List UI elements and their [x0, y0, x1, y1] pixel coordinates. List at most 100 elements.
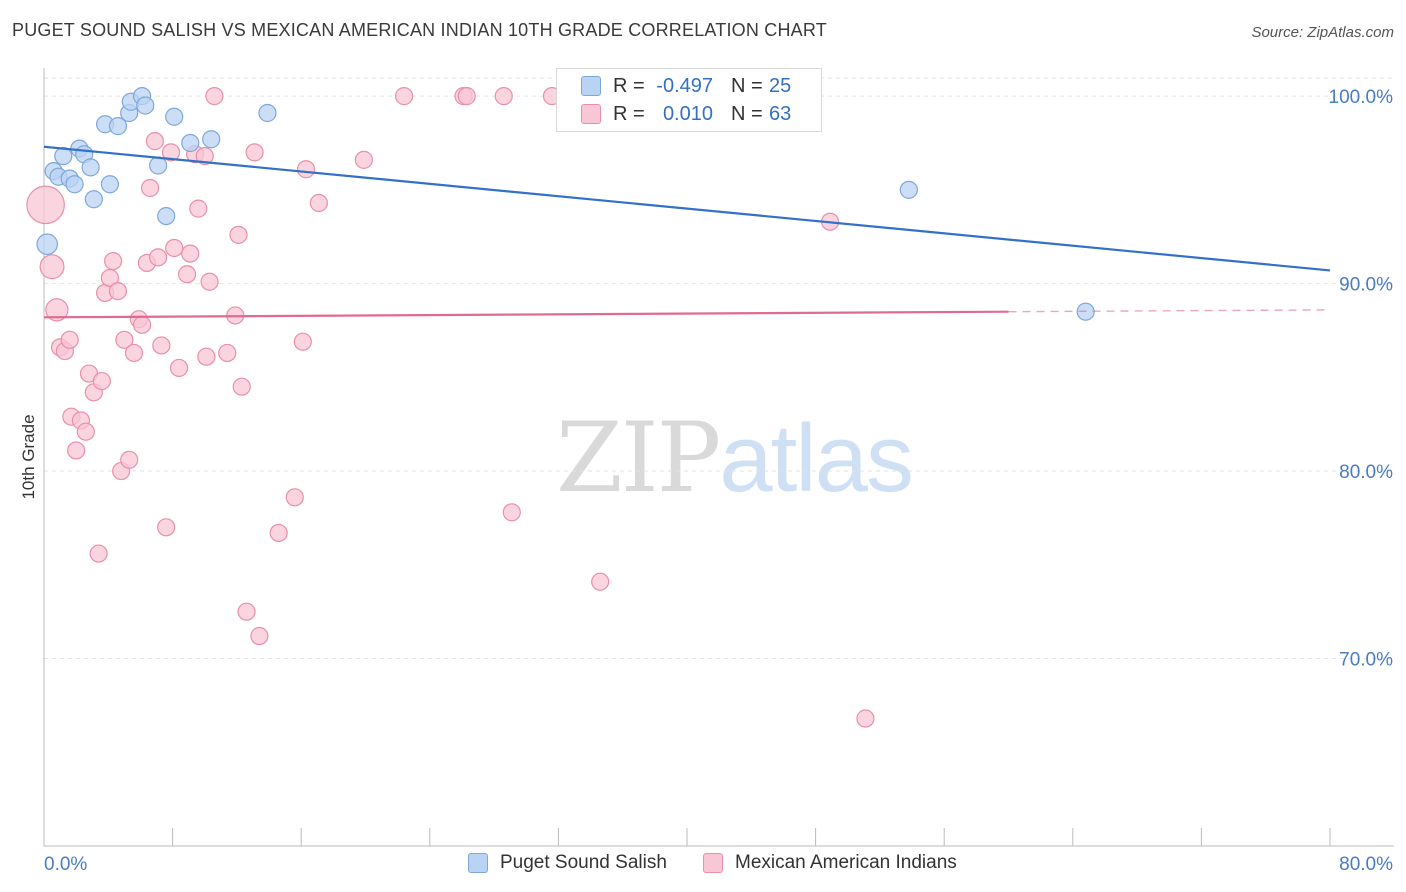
legend-label-salish: Puget Sound Salish [500, 852, 667, 873]
legend-r-label: R = [613, 74, 645, 97]
point-salish [84, 190, 103, 209]
point-salish [258, 103, 277, 123]
point-mexican [309, 193, 328, 213]
point-mexican [205, 87, 224, 106]
point-salish [202, 130, 221, 149]
legend-swatch-blue [468, 853, 488, 873]
point-salish [181, 133, 200, 153]
y-tick-label: 100.0% [1329, 87, 1394, 108]
point-mexican [457, 87, 476, 106]
point-salish [36, 233, 59, 256]
legend-row-mexican: R = 0.010 N = 63 [581, 101, 791, 127]
point-mexican [76, 422, 95, 441]
legend-label-mexican: Mexican American Indians [735, 852, 957, 873]
point-mexican [269, 523, 288, 543]
trend-line-extension-mexican [1008, 309, 1331, 313]
trend-lines [43, 145, 1331, 319]
axes [43, 68, 1394, 847]
point-mexican [108, 281, 128, 301]
point-mexican [132, 315, 152, 334]
point-salish [136, 96, 155, 115]
point-mexican [157, 518, 176, 537]
point-mexican [229, 225, 248, 244]
point-mexican [237, 602, 256, 621]
point-salish [65, 175, 84, 194]
legend-item-mexican[interactable]: Mexican American Indians [703, 852, 957, 874]
x-tick-label: 80.0% [1339, 854, 1393, 875]
point-mexican [189, 199, 208, 218]
point-mexican [60, 330, 79, 349]
series-legend: Puget Sound Salish Mexican American Indi… [0, 852, 1406, 878]
point-mexican [197, 347, 216, 366]
trend-line-mexican [43, 310, 1009, 319]
point-mexican [195, 147, 214, 166]
point-mexican [39, 254, 65, 280]
x-tick-label: 0.0% [44, 854, 87, 875]
point-mexican [89, 544, 108, 563]
point-mexican [250, 626, 269, 646]
point-mexican [591, 572, 610, 591]
point-mexican [92, 371, 111, 391]
legend-n-value: 25 [769, 74, 792, 97]
y-axis-title: 10th Grade [19, 414, 38, 499]
point-mexican [200, 272, 219, 291]
point-mexican [354, 150, 373, 169]
source-credit: Source: ZipAtlas.com [1251, 24, 1394, 41]
point-mexican [181, 244, 200, 263]
point-mexican [285, 488, 304, 507]
watermark: ZIPatlas [556, 402, 914, 514]
point-mexican [394, 87, 414, 106]
point-mexican [115, 330, 134, 349]
point-mexican [218, 343, 237, 363]
legend-n-label: N = [731, 102, 763, 125]
legend-r-value: 0.010 [662, 102, 713, 125]
point-mexican [120, 450, 139, 469]
point-salish [100, 175, 120, 194]
point-mexican [145, 132, 165, 151]
point-mexican [124, 343, 144, 363]
point-salish [108, 117, 128, 136]
watermark-zip: ZIP [556, 402, 721, 514]
tick-labels: 70.0% 80.0% 90.0% 100.0% 0.0% 80.0% 10th Grade [19, 87, 1393, 875]
legend-n-label: N = [731, 74, 763, 97]
legend-n-value: 63 [769, 102, 792, 125]
point-mexican [494, 87, 513, 106]
point-mexican [165, 238, 184, 258]
watermark-atlas: atlas [719, 405, 914, 512]
point-mexican [149, 248, 168, 267]
point-mexican [502, 503, 521, 522]
legend-row-salish: R = -0.497 N = 25 [581, 73, 791, 99]
point-mexican [104, 251, 123, 271]
point-salish [157, 207, 176, 226]
legend-swatch-pink [703, 853, 723, 873]
chart-title: PUGET SOUND SALISH VS MEXICAN AMERICAN I… [12, 20, 827, 40]
legend-swatch-blue [581, 76, 601, 96]
point-mexican [856, 709, 875, 728]
point-mexican [67, 441, 86, 460]
point-mexican [293, 332, 312, 351]
trend-line-salish [43, 145, 1331, 272]
point-salish [899, 180, 918, 199]
point-mexican [177, 265, 197, 284]
point-mexican [45, 298, 69, 322]
point-mexican [232, 377, 251, 396]
grid-lines [44, 77, 1394, 660]
point-mexican [245, 143, 264, 162]
y-tick-label: 70.0% [1339, 650, 1393, 671]
point-salish [165, 107, 184, 126]
y-tick-label: 90.0% [1339, 275, 1393, 296]
data-points [26, 87, 1095, 728]
stats-legend: R = -0.497 N = 25 R = 0.010 N = 63 [556, 68, 822, 132]
point-salish [81, 158, 100, 177]
point-salish [149, 156, 168, 175]
y-tick-label: 80.0% [1339, 462, 1393, 483]
point-mexican [140, 178, 160, 198]
legend-item-salish[interactable]: Puget Sound Salish [468, 852, 667, 874]
legend-swatch-pink [581, 104, 601, 124]
point-mexican [152, 336, 171, 355]
point-mexican [296, 160, 316, 179]
legend-r-value: -0.497 [656, 74, 713, 97]
legend-r-label: R = [613, 102, 645, 125]
point-mexican [26, 185, 65, 225]
